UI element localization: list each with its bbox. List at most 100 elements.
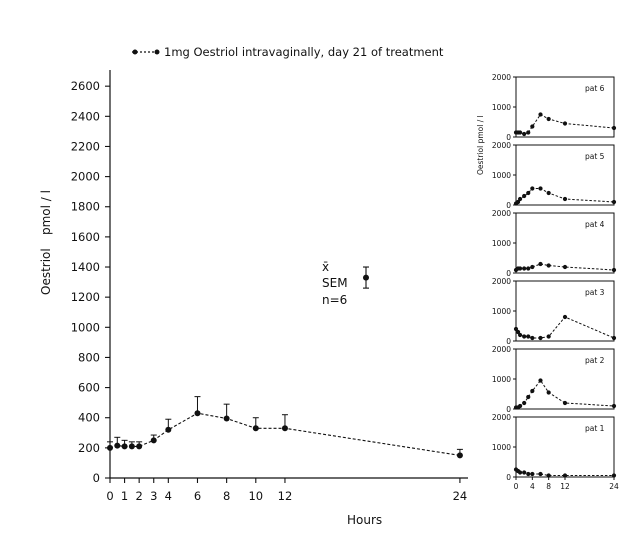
- subplot-point: [611, 125, 617, 131]
- subplot-y-tick-label: 2000: [492, 413, 511, 422]
- subplot-y-tick-label: 1000: [492, 307, 511, 316]
- legend-mean-label: x̄: [322, 260, 329, 274]
- legend: x̄ SEM n=6: [322, 260, 369, 307]
- subplot-point: [517, 403, 523, 409]
- subplot-y-tick-label: 2000: [492, 277, 511, 286]
- mean-point: [128, 443, 135, 450]
- subplot-point: [526, 394, 531, 400]
- subplot-label: pat 2: [585, 356, 605, 365]
- subplot-y-tick-label: 0: [506, 405, 511, 414]
- mean-point: [223, 415, 230, 422]
- x-tick-label: 10: [248, 489, 263, 503]
- mean-point: [252, 425, 259, 432]
- subplot-x-tick-label: 24: [609, 482, 619, 491]
- subplot-y-tick-label: 1000: [492, 171, 511, 180]
- subplot-point: [526, 130, 531, 135]
- patient-subplot: 0 1000 2000 pat 2: [492, 345, 617, 414]
- y-label-unit: pmol / l: [39, 190, 53, 235]
- patient-subplot: 0 1000 2000 pat 6: [492, 73, 617, 142]
- subplot-point: [515, 329, 521, 335]
- subplot-y-tick-label: 2000: [492, 345, 511, 354]
- subplot-point: [546, 473, 551, 478]
- subplot-point: [522, 400, 527, 406]
- patient-subplots: 0 1000 2000 pat 6 0 1000 2000 pat 5 0 1000 2000 pat…: [492, 73, 617, 482]
- subplot-point: [513, 326, 519, 332]
- subplot-label: pat 1: [585, 424, 605, 433]
- main-title-group: 1mg Oestriol intravaginally, day 21 of t…: [132, 45, 444, 59]
- mean-point: [136, 443, 143, 450]
- subplot-point: [526, 190, 531, 196]
- subplot-point: [530, 335, 535, 341]
- mean-point: [121, 443, 128, 450]
- mean-point: [107, 444, 113, 451]
- main-y-ticks: 0 200 400 600 800 1000 1200 1400 1600 1800 2000 220…: [71, 79, 110, 485]
- subplot-line: [515, 263, 615, 271]
- y-tick-label: 600: [78, 381, 100, 395]
- subplot-y-tick-label: 2000: [492, 209, 511, 218]
- y-tick-label: 1600: [71, 230, 100, 244]
- subplot-point: [530, 388, 535, 394]
- patient-x-ticks: 0 4 8 12 24: [514, 477, 619, 491]
- mean-point: [194, 410, 201, 417]
- x-tick-label: 4: [165, 489, 172, 503]
- subplot-point: [526, 334, 531, 339]
- patient-panels: 0 1000 2000 pat 6 0 1000 2000 pat 5 0 1000 2000 pat…: [476, 73, 619, 491]
- x-tick-label: 1: [121, 489, 128, 503]
- subplot-line: [515, 316, 615, 339]
- subplot-point: [562, 400, 568, 406]
- subplot-point: [522, 334, 527, 339]
- y-tick-label: 800: [78, 350, 100, 364]
- subplot-point: [611, 267, 617, 273]
- subplot-y-tick-label: 1000: [492, 375, 511, 384]
- small-y-axis-label: Oestriol pmol / l: [476, 115, 485, 175]
- subplot-point: [530, 124, 535, 129]
- subplot-point: [546, 116, 551, 122]
- subplot-point: [517, 470, 523, 475]
- main-series: [107, 396, 463, 459]
- main-y-label: Oestriol pmol / l: [39, 190, 53, 295]
- mean-point: [281, 425, 288, 432]
- subplot-point: [611, 473, 617, 478]
- subplot-point: [562, 473, 568, 478]
- subplot-y-tick-label: 0: [506, 473, 511, 482]
- title-legend-marker: [132, 49, 138, 55]
- subplot-point: [562, 196, 568, 202]
- legend-sample-errorbar: [363, 266, 369, 289]
- subplot-x-tick-label: 4: [530, 482, 535, 491]
- subplot-point: [515, 199, 521, 205]
- subplot-point: [522, 131, 527, 137]
- main-x-ticks: 0 1 2 3 4 6 8 10 12 24: [106, 478, 467, 503]
- subplot-label: pat 6: [585, 84, 605, 93]
- subplot-point: [546, 334, 551, 339]
- mean-line: [109, 412, 460, 456]
- mean-point: [150, 437, 157, 444]
- y-tick-label: 2600: [71, 79, 100, 93]
- y-tick-label: 1800: [71, 200, 100, 214]
- subplot-point: [517, 196, 523, 202]
- subplot-point: [538, 471, 543, 477]
- patient-subplot: 0 1000 2000 pat 5: [492, 141, 617, 210]
- subplot-point: [611, 335, 617, 341]
- subplot-y-tick-label: 1000: [492, 103, 511, 112]
- subplot-point: [538, 335, 543, 341]
- subplot-point: [530, 471, 535, 477]
- patient-subplot: 0 1000 2000 pat 4: [492, 209, 617, 278]
- y-tick-label: 2400: [71, 109, 100, 123]
- subplot-point: [517, 332, 523, 338]
- mean-point: [456, 452, 463, 459]
- subplot-point: [562, 264, 568, 270]
- y-tick-label: 1400: [71, 260, 100, 274]
- subplot-label: pat 5: [585, 152, 605, 161]
- subplot-point: [530, 264, 535, 270]
- subplot-y-tick-label: 2000: [492, 73, 511, 82]
- subplot-point: [522, 266, 527, 271]
- subplot-label: pat 3: [585, 288, 605, 297]
- subplot-point: [522, 193, 527, 199]
- subplot-y-tick-label: 0: [506, 269, 511, 278]
- y-tick-label: 0: [93, 471, 100, 485]
- subplot-line: [516, 113, 615, 135]
- subplot-point: [517, 266, 523, 271]
- patient-subplot: 0 1000 2000 pat 1: [492, 413, 617, 482]
- subplot-x-tick-label: 0: [514, 482, 519, 491]
- x-tick-label: 24: [453, 489, 468, 503]
